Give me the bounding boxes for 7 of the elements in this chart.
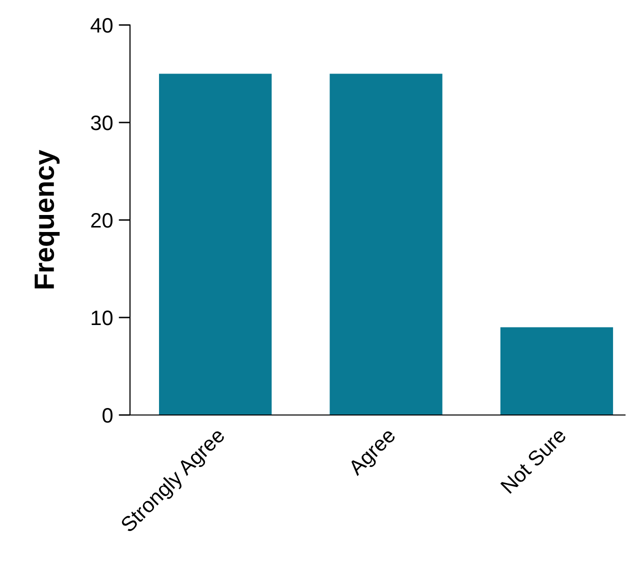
- y-tick-label: 20: [91, 213, 113, 228]
- y-axis-title: Frequency: [34, 150, 60, 288]
- x-tick-label: Not Sure: [500, 427, 567, 494]
- y-tick-label: 40: [90, 18, 113, 33]
- y-tick-label: 0: [102, 408, 113, 423]
- y-tick-label: 30: [90, 116, 113, 130]
- y-tick-label: 10: [92, 310, 113, 326]
